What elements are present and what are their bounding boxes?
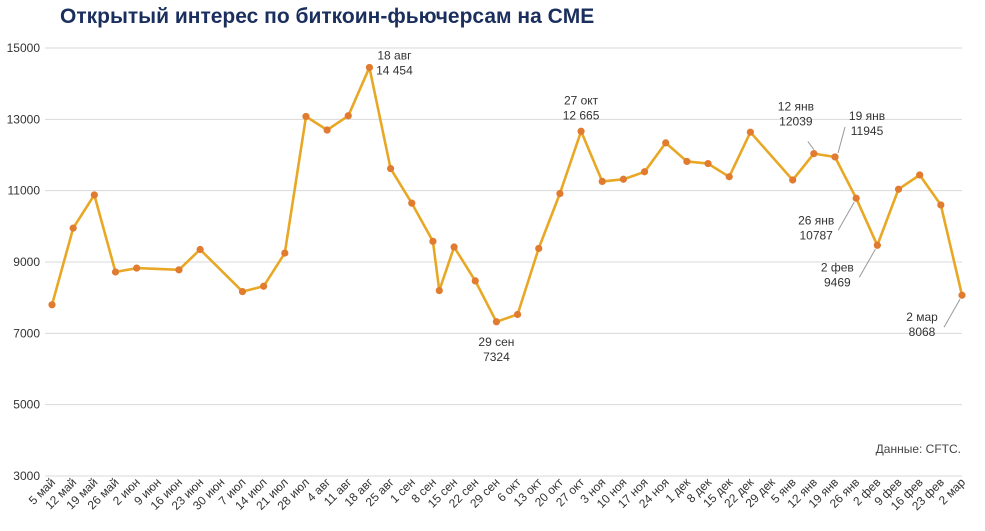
data-point <box>789 176 797 184</box>
data-point <box>662 139 670 147</box>
y-tick-label: 5000 <box>13 398 40 412</box>
annotation-value: 12 665 <box>563 108 600 122</box>
annotation-leader <box>837 126 846 154</box>
data-point <box>471 277 479 285</box>
data-point <box>746 128 754 136</box>
annotation-date: 2 мар <box>906 310 938 324</box>
data-point <box>133 264 141 272</box>
annotation-date: 26 янв <box>798 213 834 227</box>
annotation-value: 7324 <box>483 350 510 364</box>
y-tick-label: 15000 <box>7 41 41 55</box>
data-point <box>344 112 352 120</box>
y-tick-label: 13000 <box>7 112 41 126</box>
data-point <box>429 237 437 245</box>
y-tick-label: 11000 <box>8 184 41 198</box>
data-point <box>111 268 120 276</box>
data-point <box>387 164 395 173</box>
data-point <box>577 127 585 135</box>
data-point <box>196 245 204 254</box>
annotation-leader <box>858 249 876 278</box>
data-point <box>852 194 860 202</box>
chart-title: Открытый интерес по биткоин-фьючерсам на… <box>60 5 595 28</box>
data-point <box>513 310 522 319</box>
annotation-value: 10787 <box>799 228 833 242</box>
annotation-date: 27 окт <box>564 93 599 107</box>
y-tick-label: 3000 <box>13 469 40 483</box>
y-tick-label: 7000 <box>13 326 40 340</box>
data-point <box>640 168 649 176</box>
annotation-date: 2 фев <box>821 260 854 274</box>
data-point <box>831 153 839 161</box>
annotation-date: 12 янв <box>778 100 814 114</box>
data-point <box>48 301 56 309</box>
data-point <box>958 291 966 299</box>
data-point <box>704 159 712 168</box>
data-point <box>323 126 331 134</box>
data-point <box>598 177 606 185</box>
data-point <box>450 243 458 251</box>
annotation-date: 18 авг <box>377 48 412 62</box>
annotation-value: 8068 <box>909 325 936 339</box>
annotation-value: 11945 <box>851 124 884 138</box>
data-point <box>90 191 98 199</box>
y-tick-label: 9000 <box>13 255 40 269</box>
data-point <box>260 282 268 290</box>
source-note: Данные: CFTC. <box>875 442 961 456</box>
annotation-date: 19 янв <box>849 109 885 123</box>
data-point <box>302 112 310 121</box>
data-point <box>683 157 691 166</box>
data-point <box>365 63 374 72</box>
data-point <box>69 224 77 232</box>
data-point <box>535 244 543 253</box>
data-point <box>916 171 924 179</box>
data-point <box>408 199 416 207</box>
data-point <box>238 288 247 296</box>
data-point <box>435 286 443 295</box>
data-point <box>556 189 564 198</box>
data-point <box>492 318 501 326</box>
data-point <box>175 266 183 274</box>
annotation-leader <box>837 202 855 231</box>
annotation-date: 29 сен <box>478 335 514 349</box>
data-point <box>725 173 733 181</box>
data-point <box>937 201 945 209</box>
annotation-value: 12039 <box>779 115 813 129</box>
data-point <box>810 150 818 158</box>
annotation-value: 9469 <box>824 275 851 289</box>
data-point <box>619 175 627 183</box>
data-point <box>894 185 903 193</box>
annotation-leader <box>943 298 961 328</box>
annotation-value: 14 454 <box>376 63 413 77</box>
annotation-leader <box>807 141 815 150</box>
data-point <box>281 249 289 257</box>
data-point <box>873 241 881 249</box>
